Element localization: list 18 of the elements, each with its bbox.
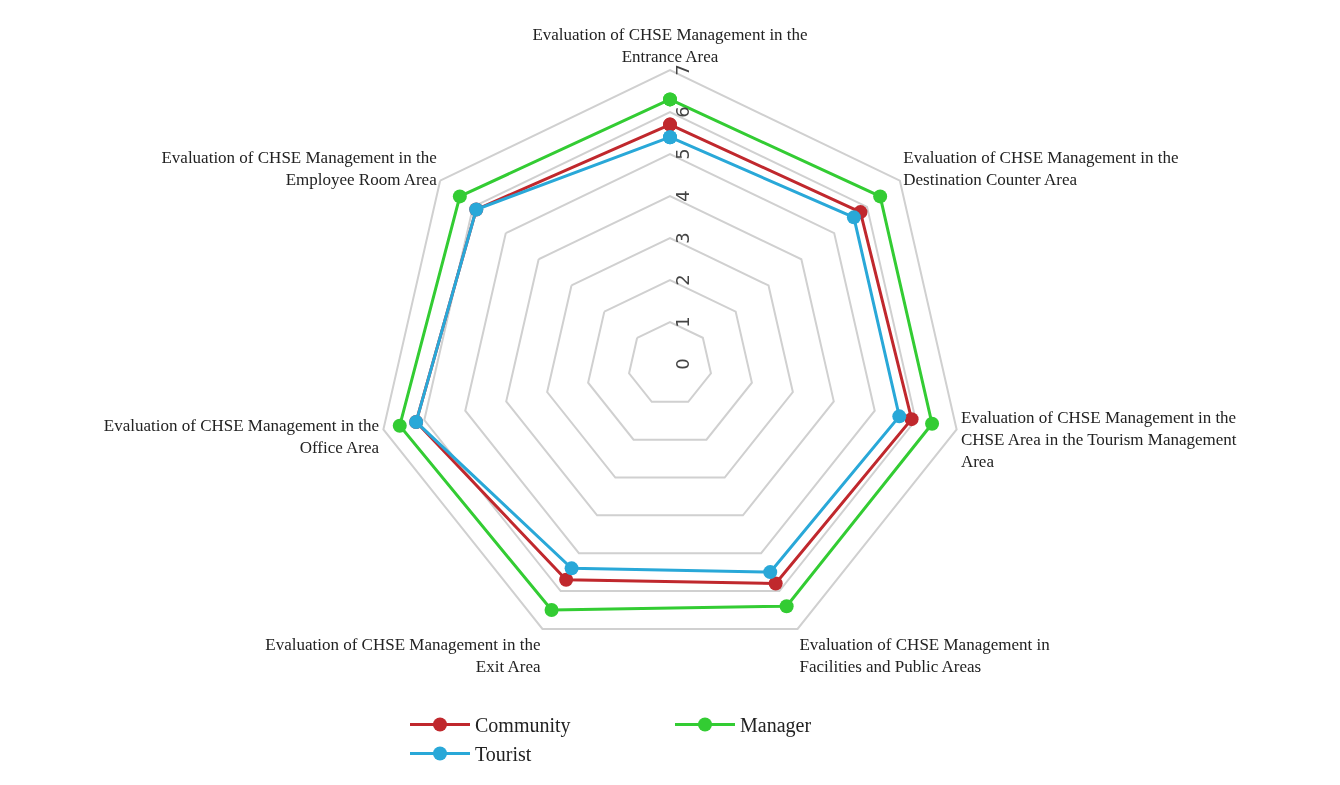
spoke-label: Evaluation of CHSE Management in the Office Area [103,416,380,458]
legend-label: Tourist [475,743,532,766]
spoke-label: Evaluation of CHSE Management in the Employee Room Area [161,147,438,189]
y-tick-label: 7 [671,64,693,76]
spoke-label: Evaluation of CHSE Management in the Entrance Area [532,25,808,67]
spoke-label: Evaluation of CHSE Management in the CHSE Area in the Tourism Management Area [960,407,1237,471]
y-tick-label: 4 [671,190,693,202]
spoke-label: Evaluation of CHSE Management in the Destination Counter Area [903,147,1179,189]
spoke-label: Evaluation of CHSE Management in Facilities and Public Areas [799,634,1051,676]
y-tick-label: 3 [671,232,693,244]
y-tick-label: 1 [671,316,693,328]
legend-label: Community [475,714,571,738]
y-tick-label: 5 [671,148,693,160]
y-tick-label: 2 [671,274,693,286]
y-tick-label: 0 [671,358,693,370]
spoke-label: Evaluation of CHSE Management in the Exit Area [265,634,541,676]
y-tick-label: 6 [671,106,693,118]
legend-label: Manager [740,714,812,738]
